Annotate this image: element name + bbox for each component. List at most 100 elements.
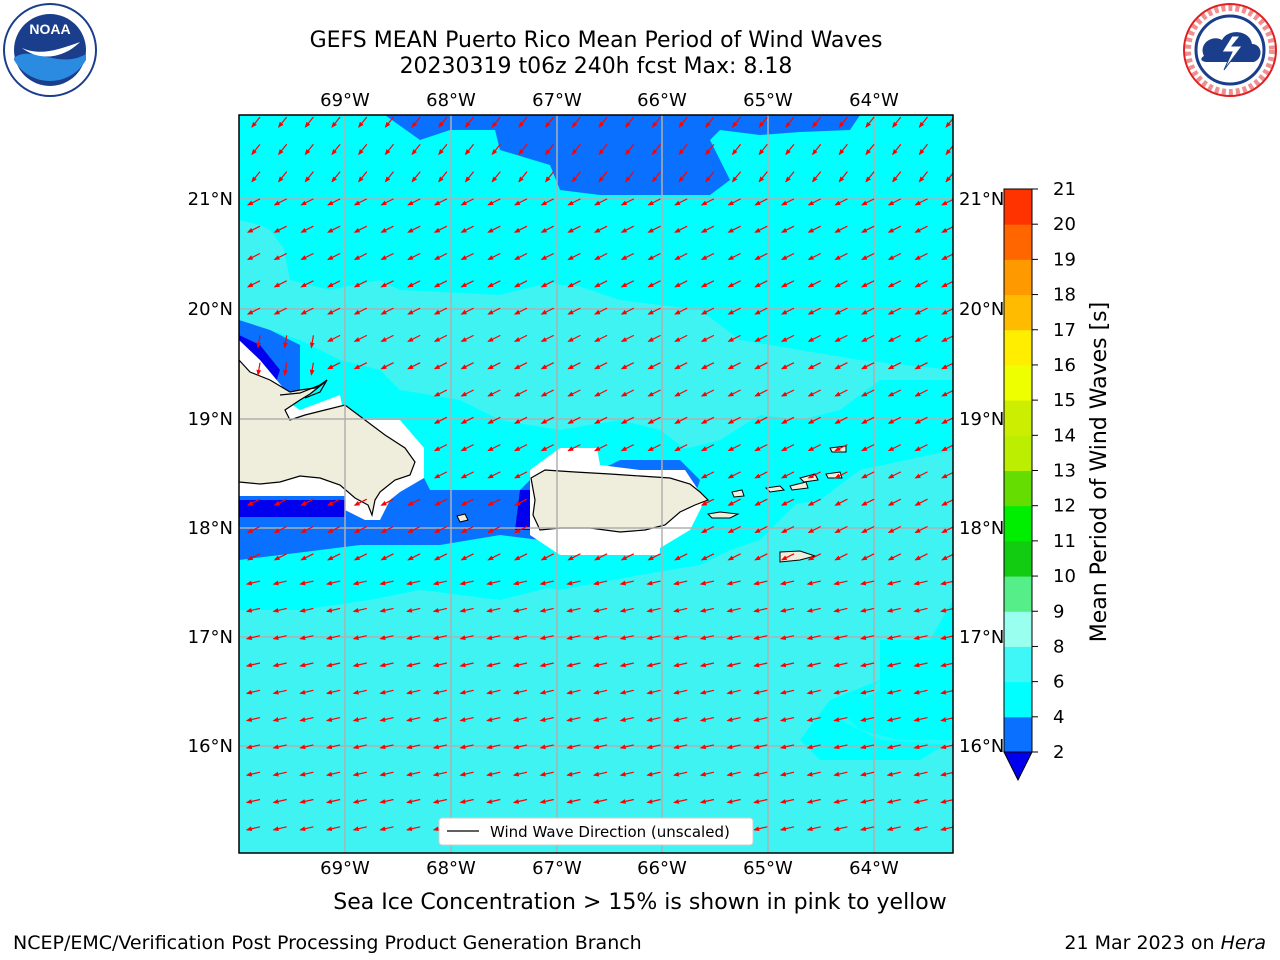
wind-wave-arrow — [567, 362, 581, 370]
wind-wave-arrow — [245, 580, 261, 586]
wind-wave-arrow — [780, 471, 795, 479]
wind-wave-arrow — [432, 580, 448, 586]
lat-left-17: 17°N — [188, 627, 233, 648]
wind-wave-arrow — [540, 307, 554, 315]
wind-wave-arrow — [780, 334, 795, 342]
wind-wave-arrow — [486, 771, 501, 777]
wind-wave-arrow — [513, 416, 528, 424]
wind-wave-arrow — [779, 689, 795, 695]
wind-wave-arrow — [913, 580, 928, 586]
wind-wave-arrow — [487, 225, 501, 233]
wind-wave-arrow — [245, 607, 261, 613]
wind-wave-arrow — [325, 744, 341, 750]
wind-wave-arrow — [726, 635, 741, 640]
footer-date: 21 Mar 2023 on — [1064, 932, 1221, 954]
mona-island — [456, 513, 469, 523]
wind-wave-arrow — [352, 580, 367, 586]
wind-wave-arrow — [277, 116, 288, 128]
wind-wave-arrow — [513, 525, 528, 534]
wind-wave-arrow — [646, 798, 661, 804]
wind-wave-arrow — [411, 116, 421, 128]
wind-wave-arrow — [518, 116, 528, 128]
wind-wave-arrow — [861, 389, 875, 397]
wind-wave-arrow — [358, 171, 368, 183]
wind-wave-arrow — [438, 116, 448, 128]
wind-wave-arrow — [833, 689, 848, 695]
wind-wave-arrow — [940, 580, 953, 586]
wind-wave-arrow — [779, 771, 795, 777]
lon-top-68: 68°W — [426, 90, 476, 111]
wind-wave-arrow — [246, 307, 261, 315]
wind-wave-arrow — [246, 198, 261, 206]
wind-wave-arrow — [913, 826, 928, 832]
wind-wave-arrow — [727, 525, 741, 534]
wind-wave-arrow — [256, 335, 262, 349]
wind-wave-arrow — [380, 252, 394, 261]
wind-wave-arrow — [758, 171, 768, 183]
wind-wave-arrow — [700, 553, 715, 561]
wind-wave-arrow — [674, 280, 688, 288]
wind-wave-arrow — [887, 525, 902, 534]
wind-wave-arrow — [486, 717, 501, 722]
wind-wave-arrow — [380, 198, 394, 206]
wind-wave-arrow — [460, 252, 474, 261]
wind-wave-arrow — [432, 689, 448, 695]
wind-wave-arrow — [433, 307, 448, 315]
wind-wave-arrow — [486, 580, 501, 586]
wind-wave-arrow — [913, 607, 928, 613]
period-6-8-regions — [239, 220, 953, 853]
wind-wave-arrow — [887, 362, 902, 370]
wind-wave-arrow — [491, 171, 501, 183]
wind-wave-arrow — [647, 307, 661, 315]
wind-wave-arrow — [914, 444, 928, 452]
wind-wave-arrow — [352, 798, 367, 804]
wind-wave-arrow — [407, 362, 421, 370]
wind-wave-arrow — [433, 198, 448, 206]
wind-wave-arrow — [512, 607, 528, 613]
wind-wave-arrow — [647, 553, 661, 561]
wind-wave-arrow — [325, 717, 341, 722]
wind-wave-arrow — [887, 444, 902, 452]
colorbar-segment — [1004, 259, 1032, 296]
wind-wave-arrow — [544, 116, 555, 128]
wind-wave-arrow — [594, 334, 608, 342]
caption: Sea Ice Concentration > 15% is shown in … — [333, 890, 947, 915]
wind-wave-arrow — [619, 635, 634, 640]
wind-wave-arrow — [834, 334, 848, 342]
lon-top-67: 67°W — [532, 90, 582, 111]
wind-wave-arrow — [486, 798, 501, 804]
wind-wave-arrow — [865, 143, 875, 156]
lon-bottom-67: 67°W — [532, 858, 582, 879]
map-legend: Wind Wave Direction (unscaled) — [438, 817, 754, 846]
wind-wave-arrow — [513, 307, 528, 315]
wind-wave-arrow — [327, 362, 341, 370]
wind-wave-arrow — [459, 635, 474, 640]
wind-wave-arrow — [834, 362, 848, 370]
wind-wave-arrow — [727, 225, 741, 233]
wind-wave-arrow — [438, 171, 448, 183]
wind-wave-arrow — [592, 580, 608, 586]
wind-wave-arrow — [838, 143, 848, 156]
lon-bottom-66: 66°W — [637, 858, 687, 879]
wind-wave-arrow — [299, 717, 314, 722]
wind-wave-arrow — [914, 280, 928, 288]
wind-wave-arrow — [887, 416, 902, 424]
wind-wave-arrow — [859, 798, 875, 804]
wind-wave-arrow — [379, 744, 394, 750]
wind-wave-arrow — [272, 607, 287, 613]
wind-wave-arrow — [699, 744, 715, 750]
wind-wave-arrow — [592, 771, 608, 777]
wind-wave-arrow — [619, 798, 634, 804]
wind-wave-arrow — [353, 334, 368, 342]
wind-wave-arrow — [727, 362, 741, 370]
colorbar-tick-label: 19 — [1053, 249, 1076, 270]
wind-wave-arrow — [487, 252, 501, 261]
wind-wave-arrow — [539, 798, 554, 804]
wind-wave-arrow — [731, 143, 742, 156]
wind-wave-arrow — [459, 580, 474, 586]
wind-wave-arrow — [833, 662, 848, 668]
colorbar-segment — [1004, 189, 1032, 225]
wind-wave-arrow — [834, 252, 848, 261]
wind-wave-arrow — [807, 389, 821, 397]
wind-wave-arrow — [780, 252, 795, 261]
